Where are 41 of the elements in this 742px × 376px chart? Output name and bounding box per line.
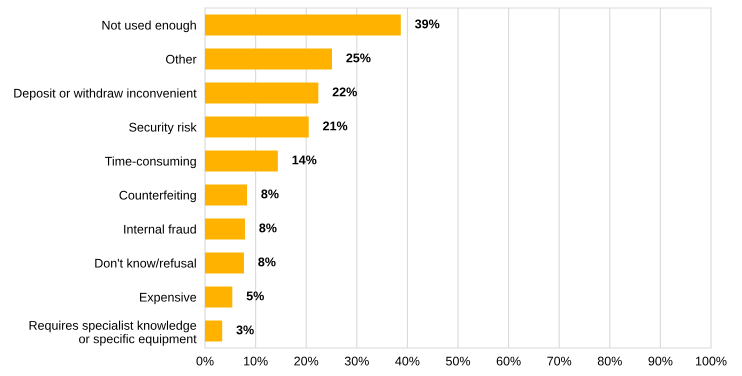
x-tick-label: 60% [496,356,521,366]
data-label: 21% [323,122,348,130]
x-tick-label: 70% [547,356,572,366]
x-tick-label: 30% [344,356,369,366]
data-label: 8% [261,190,279,198]
y-tick-label: Security risk [129,122,197,134]
y-tick-label: Other [166,54,196,64]
data-label: 8% [259,224,277,232]
bar [205,184,247,206]
bar [205,252,244,274]
x-tick-label: 20% [294,356,318,366]
x-tick-label: 80% [598,356,622,366]
data-label: 5% [246,292,264,300]
data-label: 22% [332,88,357,96]
y-tick-label: Deposit or withdraw inconvenient [14,88,197,100]
bar [205,218,245,240]
y-tick-label: Not used enough [102,20,196,32]
bar [205,286,232,308]
data-label: 14% [292,156,316,164]
x-tick-label: 50% [446,356,470,366]
bar [205,320,222,342]
y-tick-label: Don't know/refusal [95,258,196,268]
x-tick-label: 40% [395,356,420,366]
x-tick-label: 10% [244,356,268,366]
bar [205,82,318,104]
x-tick-label: 100% [696,356,727,366]
y-tick-label: Counterfeiting [119,190,196,202]
y-tick-label: Internal fraud [124,224,196,234]
bar [205,116,309,138]
x-tick-label: 90% [648,356,672,366]
data-label: 25% [346,54,371,62]
y-tick-label: Expensive [140,292,196,304]
data-label: 39% [415,20,440,28]
bar [205,14,401,36]
x-tick-label: 0% [196,356,214,366]
y-tick-label: Time-consuming [105,156,196,168]
data-label: 3% [236,326,254,334]
y-tick-label: Requires specialist knowledge or specific equipment [30,320,197,346]
bar [205,150,278,172]
bar [205,48,332,70]
data-label: 8% [258,258,276,266]
